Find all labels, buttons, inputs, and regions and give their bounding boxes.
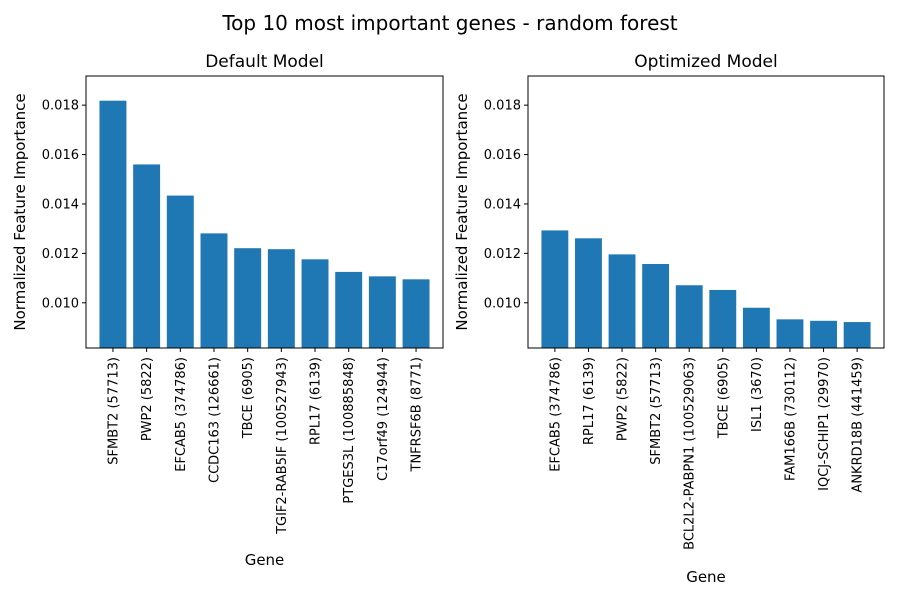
x-tick-label: PTGES3L (100885848) bbox=[342, 357, 357, 504]
y-tick-label: 0.012 bbox=[484, 247, 521, 262]
axes-frame bbox=[527, 75, 885, 349]
x-tick-label: EFCAB5 (374786) bbox=[548, 357, 563, 472]
y-tick-label: 0.014 bbox=[484, 197, 521, 212]
bar bbox=[709, 289, 737, 348]
x-tick-label: RPL17 (6139) bbox=[582, 357, 597, 445]
x-tick-label: ISL1 (3670) bbox=[750, 357, 765, 432]
subplot-title: Optimized Model bbox=[634, 52, 777, 72]
x-tick-label: C17orf49 (124944) bbox=[376, 357, 391, 481]
x-tick-label: IQCJ-SCHIP1 (29970) bbox=[817, 357, 832, 491]
x-tick-label: FAM166B (730112) bbox=[783, 357, 798, 481]
bar bbox=[301, 259, 329, 348]
bar bbox=[642, 264, 670, 348]
bar bbox=[675, 285, 703, 348]
y-tick-label: 0.010 bbox=[484, 296, 521, 311]
y-tick-label: 0.012 bbox=[42, 247, 79, 262]
bar bbox=[541, 230, 569, 348]
x-axis-label: Gene bbox=[686, 568, 726, 586]
bar bbox=[810, 320, 837, 348]
bar bbox=[234, 248, 262, 348]
bar bbox=[166, 195, 194, 348]
x-tick-label: ANKRD18B (441459) bbox=[851, 357, 866, 493]
x-tick-label: TNFRSF6B (8771) bbox=[410, 357, 425, 472]
x-axis-label: Gene bbox=[245, 551, 285, 569]
bar bbox=[742, 307, 770, 348]
bar bbox=[99, 100, 127, 349]
y-tick-label: 0.018 bbox=[484, 99, 521, 114]
bar bbox=[200, 233, 228, 348]
x-tick-label: PWP2 (5822) bbox=[616, 357, 631, 441]
bar bbox=[335, 271, 363, 348]
y-tick-label: 0.014 bbox=[42, 197, 79, 212]
y-tick-label: 0.016 bbox=[484, 148, 521, 163]
x-tick-label: PWP2 (5822) bbox=[140, 357, 155, 441]
bar bbox=[267, 249, 295, 348]
bar bbox=[133, 164, 161, 348]
figure-title: Top 10 most important genes - random for… bbox=[221, 11, 677, 35]
y-axis-label: Normalized Feature Importance bbox=[453, 93, 471, 330]
chart-panel-default-model: Default Model 0.010 0.012 0.014 0.016 0.018 SF… bbox=[11, 52, 444, 569]
bar bbox=[608, 254, 636, 348]
y-tick-label: 0.018 bbox=[42, 99, 79, 114]
x-tick-label: BCL2L2-PABPN1 (100529063) bbox=[683, 357, 698, 550]
bar bbox=[402, 279, 430, 348]
x-tick-label: RPL17 (6139) bbox=[309, 357, 324, 445]
x-tick-label: TBCE (6905) bbox=[716, 357, 731, 439]
bar bbox=[368, 276, 396, 348]
x-tick-label: TBCE (6905) bbox=[241, 357, 256, 439]
subplot-title: Default Model bbox=[205, 52, 324, 72]
y-axis-label: Normalized Feature Importance bbox=[11, 93, 29, 330]
x-tick-label: EFCAB5 (374786) bbox=[174, 357, 189, 472]
x-tick-label: TGIF2-RAB5IF (100527943) bbox=[275, 357, 290, 535]
bar bbox=[575, 238, 602, 348]
y-tick-label: 0.010 bbox=[42, 296, 79, 311]
chart-panel-optimized-model: Optimized Model 0.010 0.012 0.014 0.016 0.018… bbox=[453, 52, 885, 586]
y-tick-label: 0.016 bbox=[42, 148, 79, 163]
x-tick-label: SFMBT2 (57713) bbox=[649, 357, 664, 465]
x-tick-label: CCDC163 (126661) bbox=[207, 357, 222, 483]
axes-frame bbox=[85, 75, 444, 349]
bar bbox=[776, 319, 804, 348]
x-tick-label: SFMBT2 (57713) bbox=[106, 357, 121, 465]
bar bbox=[843, 322, 871, 348]
